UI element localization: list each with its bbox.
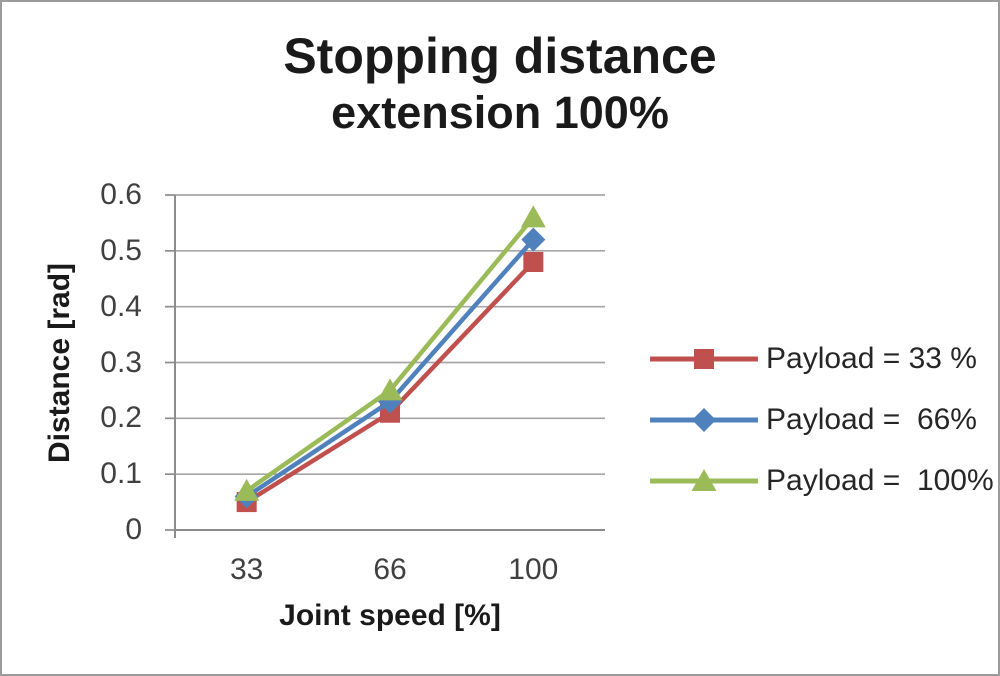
y-tick-label: 0 [125,513,142,546]
y-tick-label: 0.2 [100,401,142,435]
legend-item: Payload = 100% [650,450,994,511]
square-marker-icon [650,348,758,369]
series-marker-payload-100 [377,378,403,401]
x-tick-label: 33 [229,553,264,586]
triangle-marker-icon [650,468,758,491]
legend-item: Payload = 66% [650,389,994,450]
y-tick-label: 0.6 [100,178,142,211]
y-tick-label: 0.1 [100,457,142,491]
series-marker-payload-66 [521,227,546,252]
legend-label: Payload = 33 % [766,341,977,375]
square-marker-icon [694,348,714,369]
y-tick-label: 0.4 [100,289,142,323]
chart-title-line1: Stopping distance [283,28,717,84]
diamond-marker-icon [650,407,758,432]
diamond-marker-icon [692,407,716,432]
series-marker-payload-100 [234,478,260,501]
legend-item: Payload = 33 % [650,328,994,389]
y-tick-label: 0.5 [100,233,142,267]
series-line-payload-100 [244,215,536,494]
chart-title-line2: extension 100% [331,87,669,138]
x-axis-title: Joint speed [%] [279,599,501,632]
chart-title: Stopping distance extension 100% [2,26,998,140]
series-marker-payload-100 [520,205,546,228]
legend-label: Payload = 100% [766,463,994,497]
y-tick-label: 0.3 [100,345,142,379]
legend: Payload = 33 % Payload = 66% Payload = 100… [650,328,994,511]
triangle-marker-icon [691,468,717,491]
x-tick-label: 100 [508,553,559,586]
legend-label: Payload = 66% [766,402,977,436]
series-line-payload-66 [244,237,536,499]
series-marker-payload-33 [523,252,544,272]
x-tick-label: 66 [373,553,407,586]
